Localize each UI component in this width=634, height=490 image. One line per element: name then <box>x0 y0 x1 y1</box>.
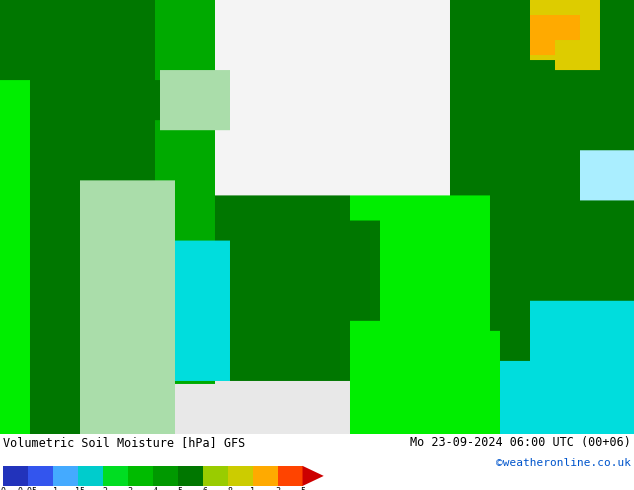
Bar <box>3 466 28 486</box>
Text: Mo 23-09-2024 06:00 UTC (00+06): Mo 23-09-2024 06:00 UTC (00+06) <box>410 436 631 449</box>
Text: 1: 1 <box>250 487 255 490</box>
Bar <box>178 466 203 486</box>
Bar <box>203 466 228 486</box>
Text: 0.05: 0.05 <box>18 487 38 490</box>
Text: ©weatheronline.co.uk: ©weatheronline.co.uk <box>496 458 631 468</box>
Text: 3: 3 <box>275 487 280 490</box>
Text: 0: 0 <box>1 487 6 490</box>
Text: .1: .1 <box>48 487 58 490</box>
Text: .4: .4 <box>148 487 158 490</box>
Bar <box>53 466 78 486</box>
Bar <box>128 466 153 486</box>
Bar <box>153 466 178 486</box>
Bar <box>78 466 103 486</box>
Bar <box>278 466 302 486</box>
Polygon shape <box>302 466 324 486</box>
Text: .15: .15 <box>70 487 86 490</box>
Text: Volumetric Soil Moisture [hPa] GFS: Volumetric Soil Moisture [hPa] GFS <box>3 436 245 449</box>
Bar <box>28 466 53 486</box>
Text: .3: .3 <box>123 487 133 490</box>
Text: 5: 5 <box>300 487 305 490</box>
Text: .8: .8 <box>223 487 233 490</box>
Bar <box>252 466 278 486</box>
Bar <box>103 466 128 486</box>
Text: .6: .6 <box>198 487 208 490</box>
Bar <box>228 466 252 486</box>
Text: .2: .2 <box>98 487 108 490</box>
Text: .5: .5 <box>172 487 183 490</box>
